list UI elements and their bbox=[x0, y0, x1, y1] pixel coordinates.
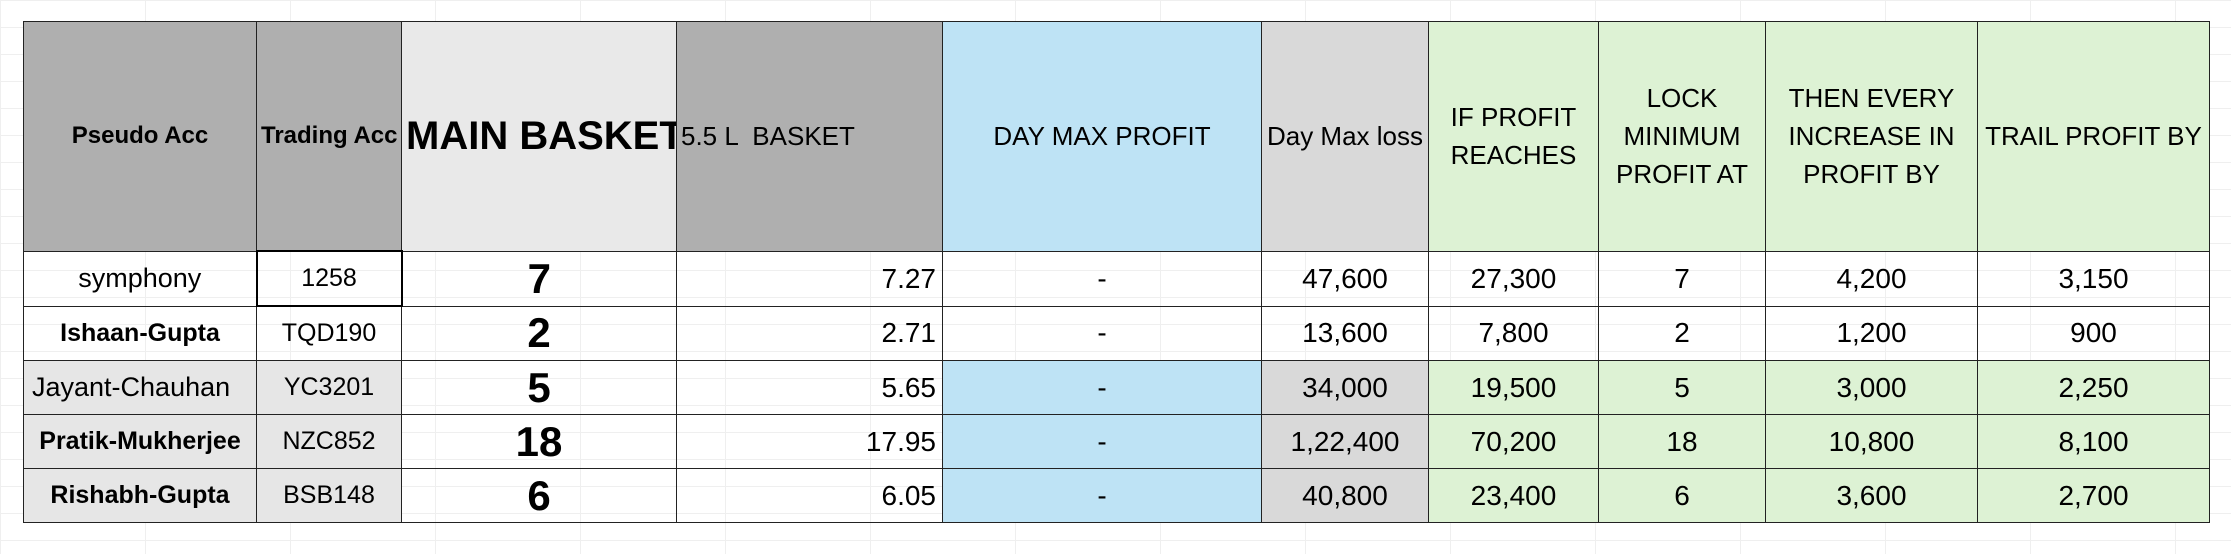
cell-main-basket[interactable]: 6 bbox=[401, 468, 677, 523]
table-row: Rishabh-Gupta BSB148 6 6.05 - 40,800 23,… bbox=[23, 468, 2210, 523]
cell-trading-acc[interactable]: YC3201 bbox=[256, 360, 402, 415]
cell-trail-profit-by[interactable]: 2,700 bbox=[1977, 468, 2210, 523]
cell-if-profit-reaches[interactable]: 70,200 bbox=[1428, 414, 1599, 469]
cell-pseudo-acc[interactable]: symphony bbox=[23, 250, 257, 307]
cell-5-5-l-basket[interactable]: 5.65 bbox=[676, 360, 943, 415]
header-lock-minimum-profit[interactable]: LOCK MINIMUM PROFIT AT bbox=[1598, 21, 1766, 252]
cell-if-profit-reaches[interactable]: 7,800 bbox=[1428, 305, 1599, 361]
cell-5-5-l-basket[interactable]: 7.27 bbox=[676, 250, 943, 307]
cell-then-every-increase[interactable]: 3,600 bbox=[1765, 468, 1978, 523]
cell-trail-profit-by[interactable]: 2,250 bbox=[1977, 360, 2210, 415]
cell-day-max-loss[interactable]: 1,22,400 bbox=[1261, 414, 1429, 469]
cell-then-every-increase[interactable]: 4,200 bbox=[1765, 250, 1978, 307]
header-then-every-increase[interactable]: THEN EVERY INCREASE IN PROFIT BY bbox=[1765, 21, 1978, 252]
cell-day-max-loss[interactable]: 34,000 bbox=[1261, 360, 1429, 415]
table-row: Ishaan-Gupta TQD190 2 2.71 - 13,600 7,80… bbox=[23, 305, 2210, 361]
header-day-max-profit[interactable]: DAY MAX PROFIT bbox=[942, 21, 1262, 252]
cell-5-5-l-basket[interactable]: 6.05 bbox=[676, 468, 943, 523]
cell-trail-profit-by[interactable]: 8,100 bbox=[1977, 414, 2210, 469]
header-main-basket[interactable]: MAIN BASKET bbox=[401, 21, 677, 252]
cell-lock-minimum-profit[interactable]: 5 bbox=[1598, 360, 1766, 415]
cell-trail-profit-by[interactable]: 900 bbox=[1977, 305, 2210, 361]
cell-day-max-loss[interactable]: 47,600 bbox=[1261, 250, 1429, 307]
cell-pseudo-acc[interactable]: Jayant-Chauhan bbox=[23, 360, 257, 415]
cell-if-profit-reaches[interactable]: 23,400 bbox=[1428, 468, 1599, 523]
table-row: Pratik-Mukherjee NZC852 18 17.95 - 1,22,… bbox=[23, 414, 2210, 469]
cell-day-max-profit[interactable]: - bbox=[942, 250, 1262, 307]
header-if-profit-reaches[interactable]: IF PROFIT REACHES bbox=[1428, 21, 1599, 252]
cell-day-max-profit[interactable]: - bbox=[942, 360, 1262, 415]
basket-table: Pseudo Acc Trading Acc MAIN BASKET 5.5 L… bbox=[23, 21, 2210, 523]
cell-pseudo-acc[interactable]: Ishaan-Gupta bbox=[23, 305, 257, 361]
cell-main-basket[interactable]: 18 bbox=[401, 414, 677, 469]
header-trading-acc[interactable]: Trading Acc bbox=[256, 21, 402, 252]
cell-then-every-increase[interactable]: 1,200 bbox=[1765, 305, 1978, 361]
cell-if-profit-reaches[interactable]: 19,500 bbox=[1428, 360, 1599, 415]
cell-day-max-loss[interactable]: 13,600 bbox=[1261, 305, 1429, 361]
cell-lock-minimum-profit[interactable]: 6 bbox=[1598, 468, 1766, 523]
cell-lock-minimum-profit[interactable]: 2 bbox=[1598, 305, 1766, 361]
cell-day-max-profit[interactable]: - bbox=[942, 414, 1262, 469]
table-row: Jayant-Chauhan YC3201 5 5.65 - 34,000 19… bbox=[23, 360, 2210, 415]
cell-lock-minimum-profit[interactable]: 18 bbox=[1598, 414, 1766, 469]
cell-then-every-increase[interactable]: 10,800 bbox=[1765, 414, 1978, 469]
header-5-5-l-basket[interactable]: 5.5 L BASKET bbox=[676, 21, 943, 252]
cell-day-max-profit[interactable]: - bbox=[942, 305, 1262, 361]
header-row: Pseudo Acc Trading Acc MAIN BASKET 5.5 L… bbox=[23, 21, 2210, 252]
cell-day-max-profit[interactable]: - bbox=[942, 468, 1262, 523]
cell-trading-acc[interactable]: 1258 bbox=[255, 250, 403, 307]
cell-5-5-l-basket[interactable]: 17.95 bbox=[676, 414, 943, 469]
cell-trading-acc[interactable]: NZC852 bbox=[256, 414, 402, 469]
cell-if-profit-reaches[interactable]: 27,300 bbox=[1428, 250, 1599, 307]
header-trail-profit-by[interactable]: TRAIL PROFIT BY bbox=[1977, 21, 2210, 252]
cell-trading-acc[interactable]: TQD190 bbox=[256, 305, 402, 361]
header-pseudo-acc[interactable]: Pseudo Acc bbox=[23, 21, 257, 252]
cell-5-5-l-basket[interactable]: 2.71 bbox=[676, 305, 943, 361]
cell-main-basket[interactable]: 7 bbox=[401, 250, 677, 307]
cell-day-max-loss[interactable]: 40,800 bbox=[1261, 468, 1429, 523]
header-day-max-loss[interactable]: Day Max loss bbox=[1261, 21, 1429, 252]
cell-main-basket[interactable]: 5 bbox=[401, 360, 677, 415]
cell-pseudo-acc[interactable]: Rishabh-Gupta bbox=[23, 468, 257, 523]
table-row: symphony 1258 7 7.27 - 47,600 27,300 7 4… bbox=[23, 250, 2210, 307]
cell-trail-profit-by[interactable]: 3,150 bbox=[1977, 250, 2210, 307]
cell-then-every-increase[interactable]: 3,000 bbox=[1765, 360, 1978, 415]
cell-trading-acc[interactable]: BSB148 bbox=[256, 468, 402, 523]
cell-pseudo-acc[interactable]: Pratik-Mukherjee bbox=[23, 414, 257, 469]
cell-lock-minimum-profit[interactable]: 7 bbox=[1598, 250, 1766, 307]
cell-main-basket[interactable]: 2 bbox=[401, 305, 677, 361]
